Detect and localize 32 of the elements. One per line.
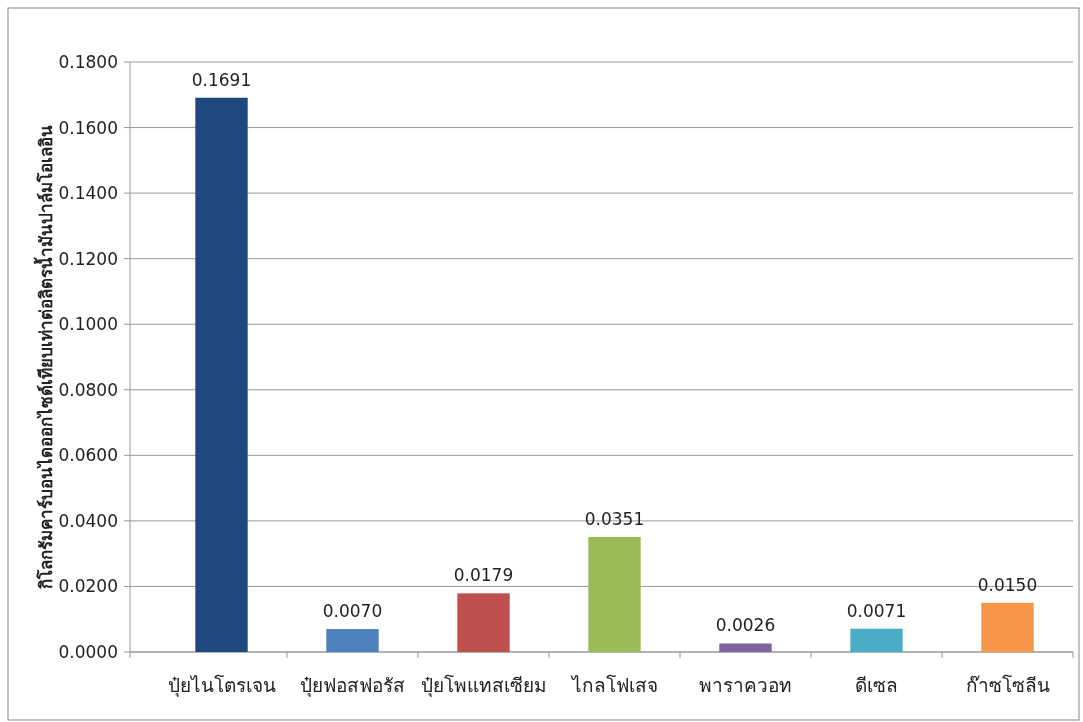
x-tick-label: ก๊าซโซลีน: [965, 674, 1050, 696]
data-label: 0.0351: [584, 508, 645, 529]
x-tick-label: ดีเซล: [855, 674, 898, 696]
bar: [326, 629, 379, 652]
y-tick-label: 0.0800: [58, 379, 118, 400]
x-tick-label: ปุ๋ยฟอสฟอรัส: [300, 674, 405, 698]
x-tick-label: ปุ๋ยโพแทสเซียม: [420, 674, 547, 698]
y-tick-label: 0.0000: [58, 641, 118, 662]
x-tick-label: พาราควอท: [699, 674, 792, 696]
data-label: 0.0026: [715, 615, 776, 636]
bar: [719, 643, 772, 652]
x-tick-label: ไกลโฟเสจ: [569, 674, 658, 696]
data-label: 0.0070: [322, 601, 383, 622]
y-tick-label: 0.1000: [58, 314, 118, 335]
bar: [195, 97, 248, 652]
bar: [981, 602, 1034, 652]
data-label: 0.0150: [977, 574, 1038, 595]
bar: [588, 536, 641, 652]
bar: [457, 593, 510, 652]
data-label: 0.1691: [191, 69, 252, 90]
bar: [850, 628, 903, 652]
y-tick-label: 0.1600: [58, 117, 118, 138]
data-label: 0.0179: [453, 565, 514, 586]
y-tick-label: 0.1200: [58, 248, 118, 269]
y-tick-label: 0.0200: [58, 576, 118, 597]
x-tick-label: ปุ๋ยไนโตรเจน: [167, 674, 276, 698]
y-tick-label: 0.1800: [58, 51, 118, 72]
y-tick-label: 0.0600: [58, 445, 118, 466]
y-tick-label: 0.0400: [58, 510, 118, 531]
y-axis-title: กิโลกรัมคาร์บอนไดออกไซด์เทียบเท่าต่อลิตรน้ำมันปาล์มโอเลอิน: [33, 125, 56, 589]
y-tick-label: 0.1400: [58, 183, 118, 204]
data-label: 0.0071: [846, 600, 907, 621]
